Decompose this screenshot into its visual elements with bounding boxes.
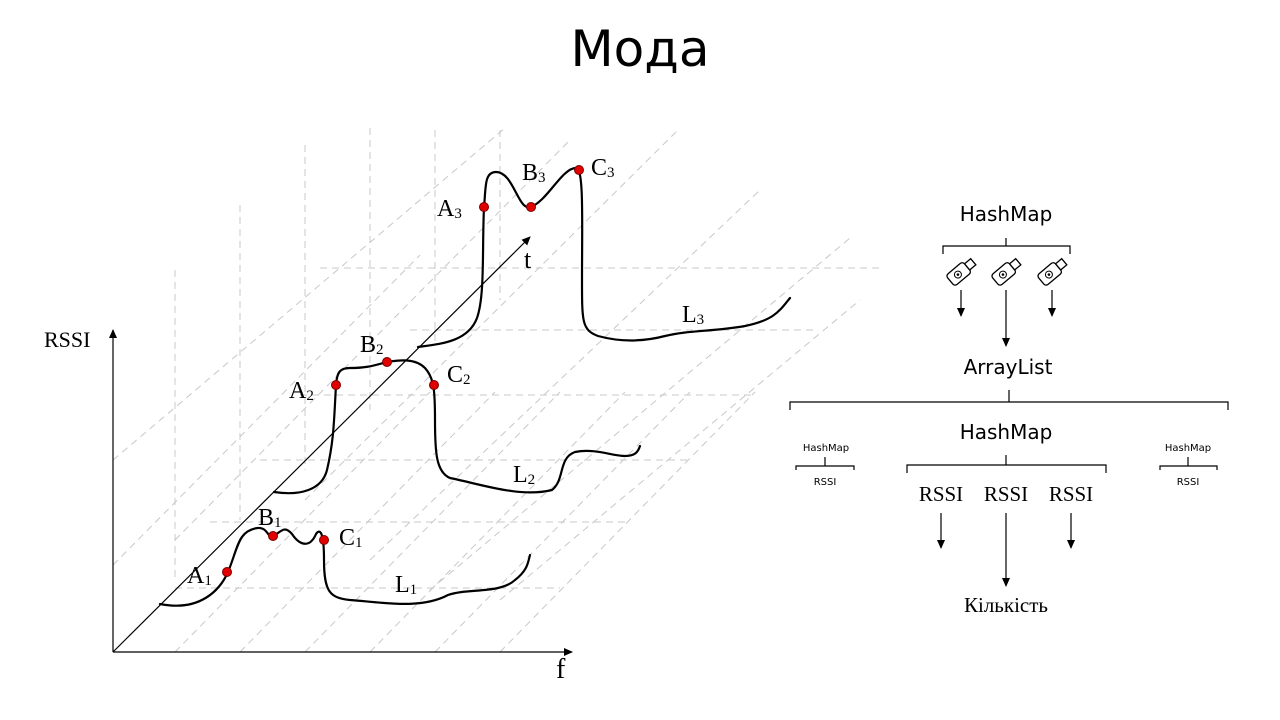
point-a2: [331, 380, 341, 390]
label-l3: L3: [682, 302, 704, 328]
label-a1: A1: [187, 563, 212, 589]
label-b2: B2: [360, 332, 384, 358]
left-small-rssi-label: RSSI: [814, 477, 837, 488]
y-axis-label: RSSI: [44, 327, 90, 352]
right-small-bracket: [1159, 457, 1218, 470]
arraylist-label: ArrayList: [964, 355, 1053, 379]
graph-axes: RSSI f t: [44, 236, 573, 685]
t-axis: [112, 236, 531, 653]
usb-tag-icon: [946, 257, 977, 286]
x-axis-label: f: [556, 654, 566, 685]
spectrum-curve-3: [416, 166, 792, 349]
usb-tag-icon: [991, 257, 1022, 286]
left-small-bracket: [795, 457, 855, 470]
left-small-hashmap-label: HashMap: [803, 443, 849, 454]
point-c3: [574, 165, 584, 175]
slide-title: Мода: [570, 20, 710, 78]
mid-hashmap-bracket: [906, 455, 1107, 473]
result-label: Кількість: [964, 593, 1048, 617]
label-c3: C3: [591, 155, 615, 181]
point-b1: [268, 531, 278, 541]
label-l1: L1: [395, 572, 417, 598]
top-hashmap-bracket: [942, 238, 1071, 254]
point-c2: [429, 380, 439, 390]
label-l2: L2: [513, 462, 535, 488]
top-hashmap-label: HashMap: [960, 202, 1053, 226]
rssi-item-1: RSSI: [919, 482, 963, 506]
key-points: [222, 165, 584, 577]
point-b3: [526, 202, 536, 212]
label-c1: C1: [339, 525, 363, 551]
right-small-rssi-label: RSSI: [1177, 477, 1200, 488]
label-b3: B3: [522, 160, 546, 186]
label-a3: A3: [437, 196, 462, 222]
rssi-item-2: RSSI: [984, 482, 1028, 506]
point-a3: [479, 202, 489, 212]
point-c1: [319, 535, 329, 545]
point-b2: [382, 357, 392, 367]
usb-tag-icon: [1037, 257, 1068, 286]
point-a1: [222, 567, 232, 577]
curve-labels: L1 L2 L3: [395, 302, 704, 598]
label-a2: A2: [289, 378, 314, 404]
label-b1: B1: [258, 505, 282, 531]
data-structure-tree: HashMap ArrayList HashMap RSSI: [789, 202, 1229, 617]
spectrum-curve-1: [158, 526, 532, 607]
rssi-item-3: RSSI: [1049, 482, 1093, 506]
arraylist-bracket: [789, 390, 1229, 410]
t-axis-label: t: [524, 245, 532, 274]
right-small-hashmap-label: HashMap: [1165, 443, 1211, 454]
graph-grid: [112, 127, 880, 653]
mid-hashmap-label: HashMap: [960, 420, 1053, 444]
label-c2: C2: [447, 362, 471, 388]
point-labels: A1 B1 C1 A2 B2 C2 A3 B3 C3: [187, 155, 615, 589]
